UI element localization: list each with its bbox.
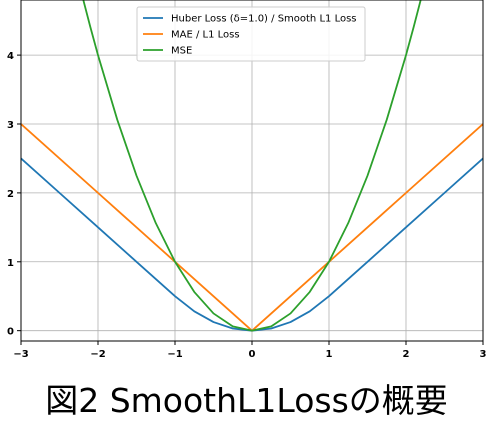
x-tick-label: −1 <box>167 349 182 360</box>
legend-label: MSE <box>171 46 192 57</box>
legend: Huber Loss (δ=1.0) / Smooth L1 Loss MAE /… <box>136 6 366 62</box>
y-tick-label: 1 <box>7 258 14 269</box>
y-tick-label: 4 <box>7 51 14 62</box>
x-tick-label: 0 <box>249 349 256 360</box>
y-tick-label: 2 <box>7 189 14 200</box>
loss-function-chart: −3 −2 −1 0 1 2 3 0 1 2 3 4 Huber Loss (δ=1.0) / Smo… <box>7 0 487 360</box>
legend-box <box>136 6 366 62</box>
series-lines <box>21 0 483 332</box>
legend-label: MAE / L1 Loss <box>171 30 240 41</box>
x-tick-label: −2 <box>90 349 105 360</box>
x-tick-label: −3 <box>13 349 28 360</box>
series-line-3 <box>82 0 422 332</box>
axis-ticks: −3 −2 −1 0 1 2 3 0 1 2 3 4 <box>7 51 486 360</box>
figure-caption: 図2 SmoothL1Lossの概要 <box>45 381 448 420</box>
y-tick-label: 3 <box>7 120 14 131</box>
y-tick-label: 0 <box>7 327 14 338</box>
x-tick-label: 3 <box>480 349 487 360</box>
x-tick-label: 2 <box>403 349 410 360</box>
legend-label: Huber Loss (δ=1.0) / Smooth L1 Loss <box>171 14 357 25</box>
x-tick-label: 1 <box>326 349 333 360</box>
